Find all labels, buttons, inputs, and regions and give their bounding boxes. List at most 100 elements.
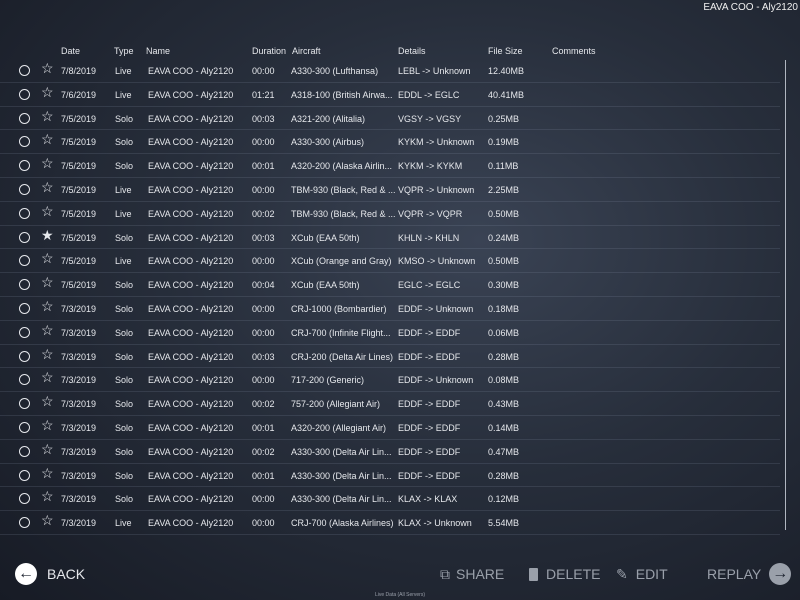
select-radio-icon[interactable] (19, 183, 30, 195)
cell-size: 0.06MB (488, 327, 520, 338)
table-row[interactable]: ☆ 7/3/2019 Solo EAVA COO - Aly2120 00:03 CRJ-… (0, 345, 780, 369)
cell-name: EAVA COO - Aly2120 (148, 137, 234, 148)
cell-date: 7/3/2019 (61, 518, 97, 529)
cell-name: EAVA COO - Aly2120 (148, 89, 234, 100)
table-row[interactable]: ☆ 7/3/2019 Solo EAVA COO - Aly2120 00:02 757-… (0, 392, 780, 416)
cell-type: Live (115, 184, 132, 195)
select-radio-icon[interactable] (19, 65, 30, 76)
select-radio-icon[interactable] (19, 326, 30, 338)
cell-size: 0.14MB (488, 422, 520, 433)
table-row[interactable]: ☆ 7/5/2019 Solo EAVA COO - Aly2120 00:04 XCub… (0, 273, 780, 297)
cell-duration: 00:00 (252, 66, 275, 76)
arrow-left-circle-icon: ← (15, 563, 37, 585)
header-duration[interactable]: Duration (252, 46, 287, 56)
select-radio-icon[interactable] (19, 493, 30, 505)
delete-button[interactable]: DELETE (529, 562, 600, 586)
star-icon[interactable]: ☆ (41, 107, 54, 124)
select-radio-icon[interactable] (19, 231, 30, 243)
replay-button[interactable]: REPLAY → (707, 562, 792, 586)
table-row[interactable]: ★ 7/5/2019 Solo EAVA COO - Aly2120 00:03 XCub… (0, 226, 780, 250)
table-row[interactable]: ☆ 7/6/2019 Live EAVA COO - Aly2120 01:21 A318… (0, 83, 780, 107)
status-text: Live Data (All Servers) (374, 592, 425, 598)
select-radio-icon[interactable] (19, 160, 30, 172)
table-row[interactable]: ☆ 7/3/2019 Solo EAVA COO - Aly2120 00:00 CRJ-… (0, 297, 780, 321)
select-radio-icon[interactable] (19, 255, 30, 267)
select-radio-icon[interactable] (19, 398, 30, 410)
share-label: SHARE (456, 566, 505, 582)
star-icon[interactable]: ☆ (41, 464, 54, 481)
cell-type: Solo (115, 446, 134, 457)
header-type[interactable]: Type (114, 46, 134, 56)
table-row[interactable]: ☆ 7/5/2019 Live EAVA COO - Aly2120 00:00 XCub… (0, 249, 780, 274)
table-row[interactable]: ☆ 7/3/2019 Solo EAVA COO - Aly2120 00:00 A330… (0, 487, 780, 512)
star-icon[interactable]: ☆ (41, 440, 54, 457)
star-icon[interactable]: ☆ (41, 178, 54, 195)
select-radio-icon[interactable] (19, 88, 30, 100)
table-row[interactable]: ☆ 7/3/2019 Solo EAVA COO - Aly2120 00:02 A330… (0, 440, 780, 464)
select-radio-icon[interactable] (19, 112, 30, 124)
table-row[interactable]: ☆ 7/5/2019 Live EAVA COO - Aly2120 00:02 TBM-… (0, 202, 780, 226)
cell-name: EAVA COO - Aly2120 (148, 446, 234, 457)
cell-size: 0.19MB (488, 137, 520, 148)
table-row[interactable]: ☆ 7/5/2019 Solo EAVA COO - Aly2120 00:03 A321… (0, 107, 780, 131)
star-icon[interactable]: ☆ (41, 60, 54, 76)
cell-duration: 00:00 (252, 256, 275, 267)
edit-button[interactable]: ✎ EDIT (616, 562, 668, 586)
cell-type: Solo (115, 113, 134, 124)
cell-details: EDDF -> EDDF (398, 351, 461, 362)
star-icon[interactable]: ☆ (41, 369, 54, 386)
header-name[interactable]: Name (146, 46, 171, 56)
header-date[interactable]: Date (61, 46, 81, 56)
back-button[interactable]: ← BACK (15, 562, 85, 586)
header-file-size[interactable]: File Size (488, 46, 523, 56)
cell-name: EAVA COO - Aly2120 (148, 375, 234, 386)
star-icon[interactable]: ☆ (41, 488, 54, 505)
cell-duration: 00:01 (252, 161, 275, 172)
star-icon[interactable]: ☆ (41, 274, 54, 291)
select-radio-icon[interactable] (19, 421, 30, 433)
star-icon[interactable]: ☆ (41, 393, 54, 410)
cell-duration: 00:00 (252, 137, 275, 148)
select-radio-icon[interactable] (19, 445, 30, 457)
select-radio-icon[interactable] (19, 469, 30, 481)
select-radio-icon[interactable] (19, 207, 30, 219)
table-row[interactable]: ☆ 7/3/2019 Solo EAVA COO - Aly2120 00:00 717-… (0, 368, 780, 393)
table-row[interactable]: ☆ 7/5/2019 Solo EAVA COO - Aly2120 00:01 A320… (0, 154, 780, 178)
cell-type: Solo (115, 375, 134, 386)
star-icon[interactable]: ☆ (41, 416, 54, 433)
select-radio-icon[interactable] (19, 374, 30, 386)
star-icon[interactable]: ☆ (41, 321, 54, 338)
star-filled-icon[interactable]: ★ (41, 226, 54, 243)
star-icon[interactable]: ☆ (41, 512, 54, 529)
select-radio-icon[interactable] (19, 136, 30, 148)
select-radio-icon[interactable] (19, 302, 30, 314)
star-icon[interactable]: ☆ (41, 250, 54, 267)
star-icon[interactable]: ☆ (41, 83, 54, 100)
table-row[interactable]: ☆ 7/3/2019 Solo EAVA COO - Aly2120 00:01 A320… (0, 416, 780, 440)
star-icon[interactable]: ☆ (41, 131, 54, 148)
select-radio-icon[interactable] (19, 350, 30, 362)
cell-type: Solo (115, 232, 134, 243)
table-row[interactable]: ☆ 7/3/2019 Solo EAVA COO - Aly2120 00:00 CRJ-… (0, 321, 780, 345)
header-details[interactable]: Details (398, 46, 426, 56)
cell-type: Solo (115, 280, 134, 291)
table-row[interactable]: ☆ 7/5/2019 Live EAVA COO - Aly2120 00:00 TBM-… (0, 178, 780, 202)
table-row[interactable]: ☆ 7/3/2019 Live EAVA COO - Aly2120 00:00 CRJ-… (0, 511, 780, 535)
scrollbar[interactable] (785, 60, 786, 530)
cell-date: 7/6/2019 (61, 89, 97, 100)
table-row[interactable]: ☆ 7/5/2019 Solo EAVA COO - Aly2120 00:00 A330… (0, 130, 780, 155)
cell-name: EAVA COO - Aly2120 (148, 232, 234, 243)
star-icon[interactable]: ☆ (41, 345, 54, 362)
header-aircraft[interactable]: Aircraft (292, 46, 321, 56)
table-row[interactable]: ☆ 7/3/2019 Solo EAVA COO - Aly2120 00:01 A330… (0, 464, 780, 488)
star-icon[interactable]: ☆ (41, 297, 54, 314)
select-radio-icon[interactable] (19, 279, 30, 291)
star-icon[interactable]: ☆ (41, 155, 54, 172)
cell-date: 7/3/2019 (61, 422, 97, 433)
star-icon[interactable]: ☆ (41, 202, 54, 219)
share-button[interactable]: ⧉ SHARE (440, 562, 504, 586)
header-comments[interactable]: Comments (552, 46, 596, 56)
cell-aircraft: A321-200 (Alitalia) (291, 113, 366, 124)
table-row[interactable]: ☆ 7/8/2019 Live EAVA COO - Aly2120 00:00 A330… (0, 59, 780, 83)
select-radio-icon[interactable] (19, 517, 30, 529)
